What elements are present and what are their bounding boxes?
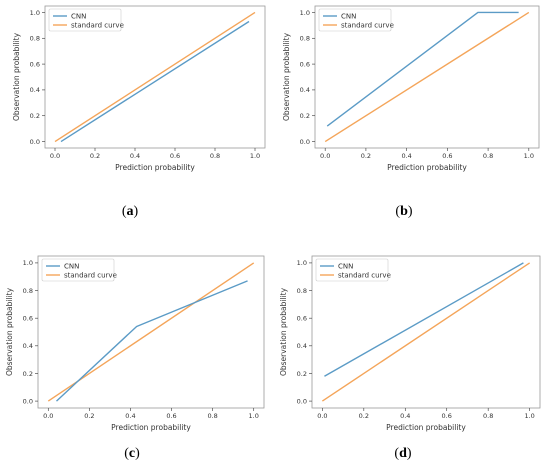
x-tick-label: 0.6 — [166, 412, 176, 420]
y-axis-label: Observation probability — [12, 32, 21, 121]
panel-label-close: ) — [408, 204, 413, 219]
series-line-standard-curve — [47, 262, 255, 402]
y-tick-label: 0.2 — [23, 370, 33, 378]
y-tick-label: 1.0 — [30, 9, 40, 17]
x-tick-label: 0.0 — [320, 152, 330, 160]
x-tick-label: 1.0 — [250, 152, 260, 160]
x-tick-label: 0.8 — [210, 152, 220, 160]
legend-entry: CNN — [71, 12, 86, 20]
y-tick-label: 0.0 — [300, 138, 310, 146]
x-axis-label: Prediction probability — [387, 163, 467, 172]
y-tick-label: 0.4 — [30, 86, 40, 94]
panel-label-letter: d — [399, 446, 407, 461]
panel-d: 0.0 0.2 0.4 0.6 0.8 1.0 0.0 0.2 0.4 0.6 0.8 1.0 Pred… — [279, 255, 541, 432]
panel-label-open: ( — [394, 446, 399, 461]
y-tick-label: 0.2 — [297, 370, 307, 378]
y-tick-label: 0.0 — [30, 138, 40, 146]
y-tick-label: 1.0 — [297, 259, 307, 267]
x-axis-label: Prediction probability — [111, 423, 191, 432]
panel-label-close: ) — [135, 446, 140, 461]
panel-label: (b) — [395, 204, 412, 219]
y-tick-label: 0.4 — [297, 342, 307, 350]
panel-label-open: ( — [124, 446, 129, 461]
y-tick-label: 0.8 — [23, 287, 33, 295]
series-line-cnn — [56, 280, 248, 402]
x-tick-label: 0.2 — [84, 412, 94, 420]
y-tick-label: 0.4 — [23, 342, 33, 350]
x-axis-label: Prediction probability — [386, 423, 466, 432]
x-tick-label: 0.6 — [442, 152, 452, 160]
x-tick-label: 1.0 — [524, 412, 534, 420]
legend-entry: CNN — [64, 262, 79, 270]
y-tick-label: 0.6 — [300, 60, 310, 68]
panel-label-letter: a — [127, 204, 134, 219]
y-tick-label: 1.0 — [300, 9, 310, 17]
series-line-cnn — [326, 11, 519, 127]
y-tick-label: 0.2 — [300, 112, 310, 120]
y-tick-label: 0.8 — [297, 287, 307, 295]
y-axis-label: Observation probability — [5, 287, 14, 376]
x-tick-label: 0.0 — [50, 152, 60, 160]
y-tick-label: 0.6 — [30, 60, 40, 68]
y-tick-label: 0.8 — [300, 35, 310, 43]
panel-b: 0.0 0.2 0.4 0.6 0.8 1.0 0.0 0.2 0.4 0.6 0.8 1.0 Pred… — [282, 5, 540, 172]
y-axis-label: Observation probability — [282, 32, 291, 121]
y-tick-label: 0.2 — [30, 112, 40, 120]
panel-label: (a) — [122, 204, 139, 219]
x-tick-label: 0.4 — [401, 152, 411, 160]
y-tick-label: 0.8 — [30, 35, 40, 43]
y-tick-label: 1.0 — [23, 259, 33, 267]
panel-label-open: ( — [122, 204, 127, 219]
x-tick-label: 0.2 — [361, 152, 371, 160]
plot-frame — [311, 255, 541, 409]
x-tick-label: 0.6 — [442, 412, 452, 420]
plot-frame — [37, 255, 265, 409]
series-line-standard-curve — [324, 11, 530, 143]
series-line-cnn — [60, 20, 250, 143]
panel-label-close: ) — [134, 204, 139, 219]
series-line-cnn — [324, 262, 524, 377]
x-tick-label: 1.0 — [249, 412, 259, 420]
x-tick-label: 1.0 — [524, 152, 534, 160]
x-tick-label: 0.4 — [125, 412, 135, 420]
plot-frame — [44, 5, 266, 149]
y-tick-label: 0.6 — [23, 314, 33, 322]
x-tick-label: 0.6 — [170, 152, 180, 160]
legend-entry: CNN — [338, 262, 353, 270]
x-tick-label: 0.4 — [400, 412, 410, 420]
plot-frame — [314, 5, 540, 149]
y-tick-label: 0.6 — [297, 314, 307, 322]
legend-entry: CNN — [341, 12, 356, 20]
x-tick-label: 0.2 — [359, 412, 369, 420]
panel-label-open: ( — [395, 204, 400, 219]
series-line-standard-curve — [54, 11, 256, 143]
panel-label-letter: c — [129, 446, 135, 461]
x-tick-label: 0.0 — [43, 412, 53, 420]
x-tick-label: 0.0 — [317, 412, 327, 420]
panel-c: 0.0 0.2 0.4 0.6 0.8 1.0 0.0 0.2 0.4 0.6 0.8 1.0 Pred… — [5, 255, 265, 432]
y-tick-label: 0.0 — [297, 397, 307, 405]
y-axis-label: Observation probability — [279, 287, 288, 376]
panel-a: 0.0 0.2 0.4 0.6 0.8 1.0 0.0 0.2 0.4 0.6 0.8 1.0 Pred… — [12, 5, 266, 172]
legend-entry: standard curve — [338, 271, 391, 279]
x-tick-label: 0.8 — [483, 412, 493, 420]
x-tick-label: 0.8 — [207, 412, 217, 420]
panel-label: (c) — [124, 446, 140, 461]
x-tick-label: 0.2 — [90, 152, 100, 160]
panel-label-close: ) — [407, 446, 412, 461]
x-axis-label: Prediction probability — [115, 163, 195, 172]
y-tick-label: 0.4 — [300, 86, 310, 94]
y-tick-label: 0.0 — [23, 397, 33, 405]
legend-entry: standard curve — [341, 21, 394, 29]
x-tick-label: 0.4 — [130, 152, 140, 160]
panel-label-letter: b — [400, 204, 408, 219]
legend-entry: standard curve — [64, 271, 117, 279]
series-line-standard-curve — [321, 262, 531, 402]
legend-entry: standard curve — [71, 21, 124, 29]
panel-label: (d) — [394, 446, 411, 461]
x-tick-label: 0.8 — [483, 152, 493, 160]
